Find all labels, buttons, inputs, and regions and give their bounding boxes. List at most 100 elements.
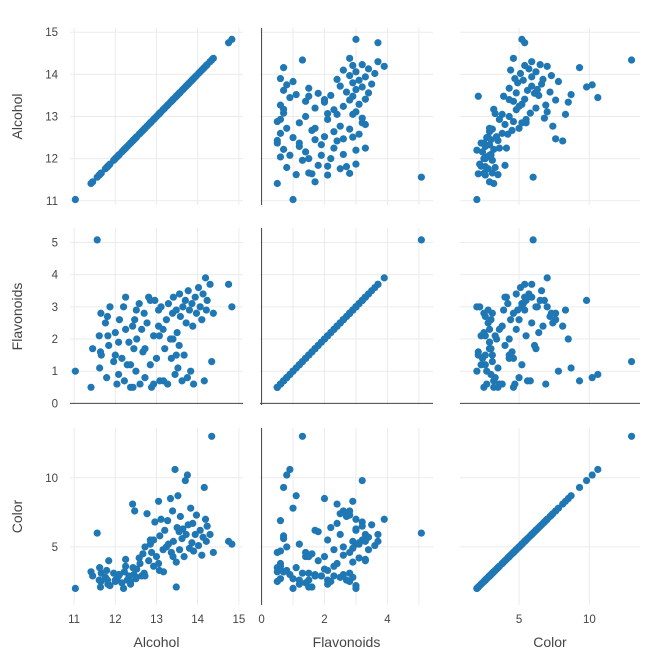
data-point[interactable]	[509, 309, 518, 317]
data-point[interactable]	[515, 124, 523, 132]
data-point[interactable]	[110, 357, 118, 366]
data-point[interactable]	[529, 173, 537, 181]
data-point[interactable]	[543, 62, 551, 70]
data-point[interactable]	[180, 351, 188, 359]
data-point[interactable]	[302, 148, 310, 156]
data-point[interactable]	[188, 539, 196, 547]
data-point[interactable]	[352, 146, 360, 154]
data-point[interactable]	[567, 364, 575, 372]
data-point[interactable]	[530, 528, 539, 536]
data-point[interactable]	[528, 280, 536, 288]
data-point[interactable]	[286, 570, 294, 579]
data-point[interactable]	[512, 325, 520, 333]
data-point[interactable]	[157, 303, 165, 311]
data-point[interactable]	[111, 351, 119, 359]
data-point[interactable]	[349, 133, 357, 141]
data-point[interactable]	[417, 529, 425, 537]
data-point[interactable]	[567, 90, 575, 99]
data-point[interactable]	[206, 280, 214, 288]
data-point[interactable]	[295, 119, 303, 127]
data-point[interactable]	[130, 345, 138, 353]
data-point[interactable]	[188, 300, 196, 308]
data-point[interactable]	[504, 300, 512, 308]
data-point[interactable]	[175, 546, 184, 554]
data-point[interactable]	[355, 100, 363, 108]
data-point[interactable]	[311, 124, 319, 132]
data-point[interactable]	[89, 572, 97, 580]
data-point[interactable]	[169, 537, 177, 545]
data-point[interactable]	[279, 483, 288, 492]
data-point[interactable]	[540, 114, 548, 122]
data-point[interactable]	[174, 364, 182, 372]
data-point[interactable]	[355, 554, 363, 562]
data-point[interactable]	[327, 91, 335, 100]
data-point[interactable]	[159, 568, 168, 576]
data-point[interactable]	[371, 69, 379, 78]
data-point[interactable]	[120, 568, 128, 576]
data-point[interactable]	[161, 526, 169, 534]
data-point[interactable]	[528, 319, 536, 327]
data-point[interactable]	[175, 341, 183, 350]
data-point[interactable]	[93, 529, 101, 537]
data-point[interactable]	[96, 364, 104, 372]
data-point[interactable]	[336, 82, 344, 90]
data-point[interactable]	[478, 148, 487, 156]
data-point[interactable]	[361, 144, 369, 152]
data-point[interactable]	[536, 296, 544, 305]
data-point[interactable]	[333, 137, 341, 145]
data-point[interactable]	[143, 510, 151, 518]
data-point[interactable]	[488, 351, 496, 359]
data-point[interactable]	[499, 92, 508, 100]
data-point[interactable]	[103, 312, 112, 321]
data-point[interactable]	[173, 328, 181, 337]
data-point[interactable]	[136, 559, 144, 568]
data-point[interactable]	[543, 274, 551, 282]
data-point[interactable]	[575, 64, 584, 72]
data-point[interactable]	[146, 296, 154, 305]
data-point[interactable]	[141, 572, 149, 580]
data-point[interactable]	[490, 105, 498, 113]
data-point[interactable]	[113, 380, 121, 388]
data-point[interactable]	[292, 90, 300, 99]
data-point[interactable]	[505, 96, 513, 104]
data-point[interactable]	[528, 82, 536, 90]
data-point[interactable]	[594, 93, 602, 102]
data-point[interactable]	[151, 518, 159, 526]
data-point[interactable]	[320, 553, 329, 561]
data-point[interactable]	[480, 383, 488, 391]
data-point[interactable]	[333, 500, 341, 508]
data-point[interactable]	[488, 357, 496, 366]
data-point[interactable]	[358, 296, 366, 305]
data-point[interactable]	[485, 325, 494, 333]
data-point[interactable]	[484, 133, 492, 141]
data-point[interactable]	[187, 504, 195, 512]
data-point[interactable]	[417, 173, 425, 181]
data-point[interactable]	[509, 117, 518, 126]
data-point[interactable]	[339, 551, 347, 559]
data-point[interactable]	[481, 312, 489, 321]
data-point[interactable]	[352, 515, 360, 523]
data-point[interactable]	[176, 312, 184, 321]
data-point[interactable]	[71, 367, 79, 375]
data-point[interactable]	[286, 370, 294, 379]
data-point[interactable]	[164, 517, 172, 525]
data-point[interactable]	[561, 306, 570, 314]
data-point[interactable]	[554, 504, 563, 512]
data-point[interactable]	[96, 583, 105, 591]
data-point[interactable]	[330, 144, 338, 152]
data-point[interactable]	[194, 541, 203, 550]
data-point[interactable]	[129, 564, 137, 572]
data-point[interactable]	[305, 169, 313, 177]
data-point[interactable]	[543, 303, 551, 311]
data-point[interactable]	[104, 332, 112, 340]
data-point[interactable]	[523, 377, 532, 385]
data-point[interactable]	[292, 564, 300, 572]
data-point[interactable]	[355, 76, 363, 84]
data-point[interactable]	[119, 584, 128, 593]
data-point[interactable]	[627, 357, 636, 366]
data-point[interactable]	[276, 562, 285, 570]
data-point[interactable]	[276, 74, 285, 83]
data-point[interactable]	[192, 511, 201, 519]
data-point[interactable]	[474, 351, 482, 359]
data-point[interactable]	[476, 160, 484, 168]
